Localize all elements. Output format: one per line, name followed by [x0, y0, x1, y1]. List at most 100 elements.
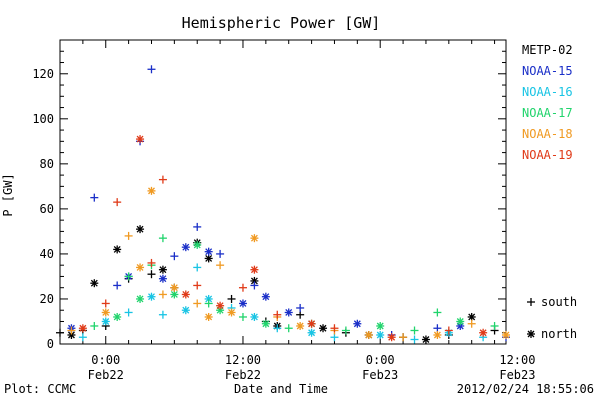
- data-point: [147, 258, 156, 267]
- data-point: [250, 281, 259, 290]
- data-point: [467, 312, 476, 321]
- data-point: [204, 312, 213, 321]
- data-point: [250, 312, 259, 321]
- data-point: [113, 312, 122, 321]
- data-point: [296, 303, 305, 312]
- data-point: [227, 308, 236, 317]
- data-point: [261, 292, 270, 301]
- y-tick-label: 40: [40, 247, 54, 261]
- data-point: [101, 317, 110, 326]
- data-point: [376, 321, 385, 330]
- data-point: [113, 245, 122, 254]
- data-point: [90, 193, 99, 202]
- marker-key-symbol: [527, 330, 535, 338]
- y-axis-label: P [GW]: [1, 173, 15, 216]
- data-point: [158, 290, 167, 299]
- data-point: [284, 324, 293, 333]
- data-point: [387, 333, 396, 342]
- legend-item: NOAA-19: [522, 148, 573, 162]
- data-point: [227, 294, 236, 303]
- data-point: [204, 254, 213, 263]
- data-point: [193, 222, 202, 231]
- data-point: [181, 290, 190, 299]
- legend: METP-02 NOAA-15 NOAA-16 NOAA-17 NOAA-18 NOAA-…: [522, 43, 573, 162]
- chart-title: Hemispheric Power [GW]: [182, 14, 381, 32]
- data-point: [216, 301, 225, 310]
- y-tick-label: 0: [47, 337, 54, 351]
- data-point: [113, 198, 122, 207]
- data-point: [330, 324, 339, 333]
- data-point: [136, 263, 145, 272]
- data-point: [101, 308, 110, 317]
- data-point: [238, 299, 247, 308]
- data-point: [147, 186, 156, 195]
- data-point: [90, 321, 99, 330]
- plot-timestamp: 2012/02/24 18:55:06: [457, 382, 594, 396]
- data-point: [444, 326, 453, 335]
- x-tick-date-label: Feb23: [362, 368, 398, 382]
- legend-item: METP-02: [522, 43, 573, 57]
- data-points: [56, 65, 510, 344]
- data-point: [421, 335, 430, 344]
- y-tick-label: 100: [32, 112, 54, 126]
- data-point: [158, 175, 167, 184]
- data-point: [158, 234, 167, 243]
- marker-key: south north: [527, 295, 577, 341]
- data-point: [319, 324, 328, 333]
- x-axis-label: Date and Time: [234, 382, 328, 396]
- y-tick-label: 80: [40, 157, 54, 171]
- data-point: [433, 330, 442, 339]
- data-point: [193, 240, 202, 249]
- data-point: [238, 283, 247, 292]
- data-point: [238, 312, 247, 321]
- data-point: [250, 265, 259, 274]
- data-point: [90, 279, 99, 288]
- data-point: [56, 328, 64, 337]
- data-point: [158, 265, 167, 274]
- data-point: [113, 281, 122, 290]
- x-tick-time-label: 12:00: [225, 353, 261, 367]
- data-point: [193, 263, 202, 272]
- x-tick-time-label: 12:00: [499, 353, 535, 367]
- data-point: [158, 274, 167, 283]
- data-point: [193, 299, 202, 308]
- x-tick-date-label: Feb22: [88, 368, 124, 382]
- data-point: [399, 333, 408, 342]
- data-point: [216, 261, 225, 270]
- data-point: [136, 294, 145, 303]
- data-point: [330, 333, 339, 342]
- data-point: [136, 225, 145, 234]
- data-point: [193, 281, 202, 290]
- data-point: [158, 310, 167, 319]
- data-point: [296, 310, 305, 319]
- data-point: [502, 330, 510, 339]
- x-tick-time-label: 0:00: [91, 353, 120, 367]
- data-point: [307, 328, 316, 337]
- legend-item: NOAA-18: [522, 127, 573, 141]
- x-tick-time-label: 0:00: [366, 353, 395, 367]
- data-point: [410, 326, 419, 335]
- data-point: [181, 306, 190, 315]
- data-point: [78, 324, 87, 333]
- data-point: [364, 330, 373, 339]
- y-tick-label: 60: [40, 202, 54, 216]
- data-point: [147, 270, 156, 279]
- data-point: [467, 319, 476, 328]
- data-point: [433, 308, 442, 317]
- data-point: [170, 252, 179, 261]
- data-point: [490, 321, 499, 330]
- data-point: [273, 324, 282, 333]
- data-point: [170, 283, 179, 292]
- y-tick-label: 120: [32, 67, 54, 81]
- x-tick-date-label: Feb22: [225, 368, 261, 382]
- data-point: [376, 330, 385, 339]
- data-point: [204, 247, 213, 256]
- legend-item: NOAA-16: [522, 85, 573, 99]
- data-point: [341, 326, 350, 335]
- data-point: [147, 65, 156, 74]
- data-point: [479, 328, 488, 337]
- plot-source-label: Plot: CCMC: [4, 382, 76, 396]
- marker-key-label: south: [541, 295, 577, 309]
